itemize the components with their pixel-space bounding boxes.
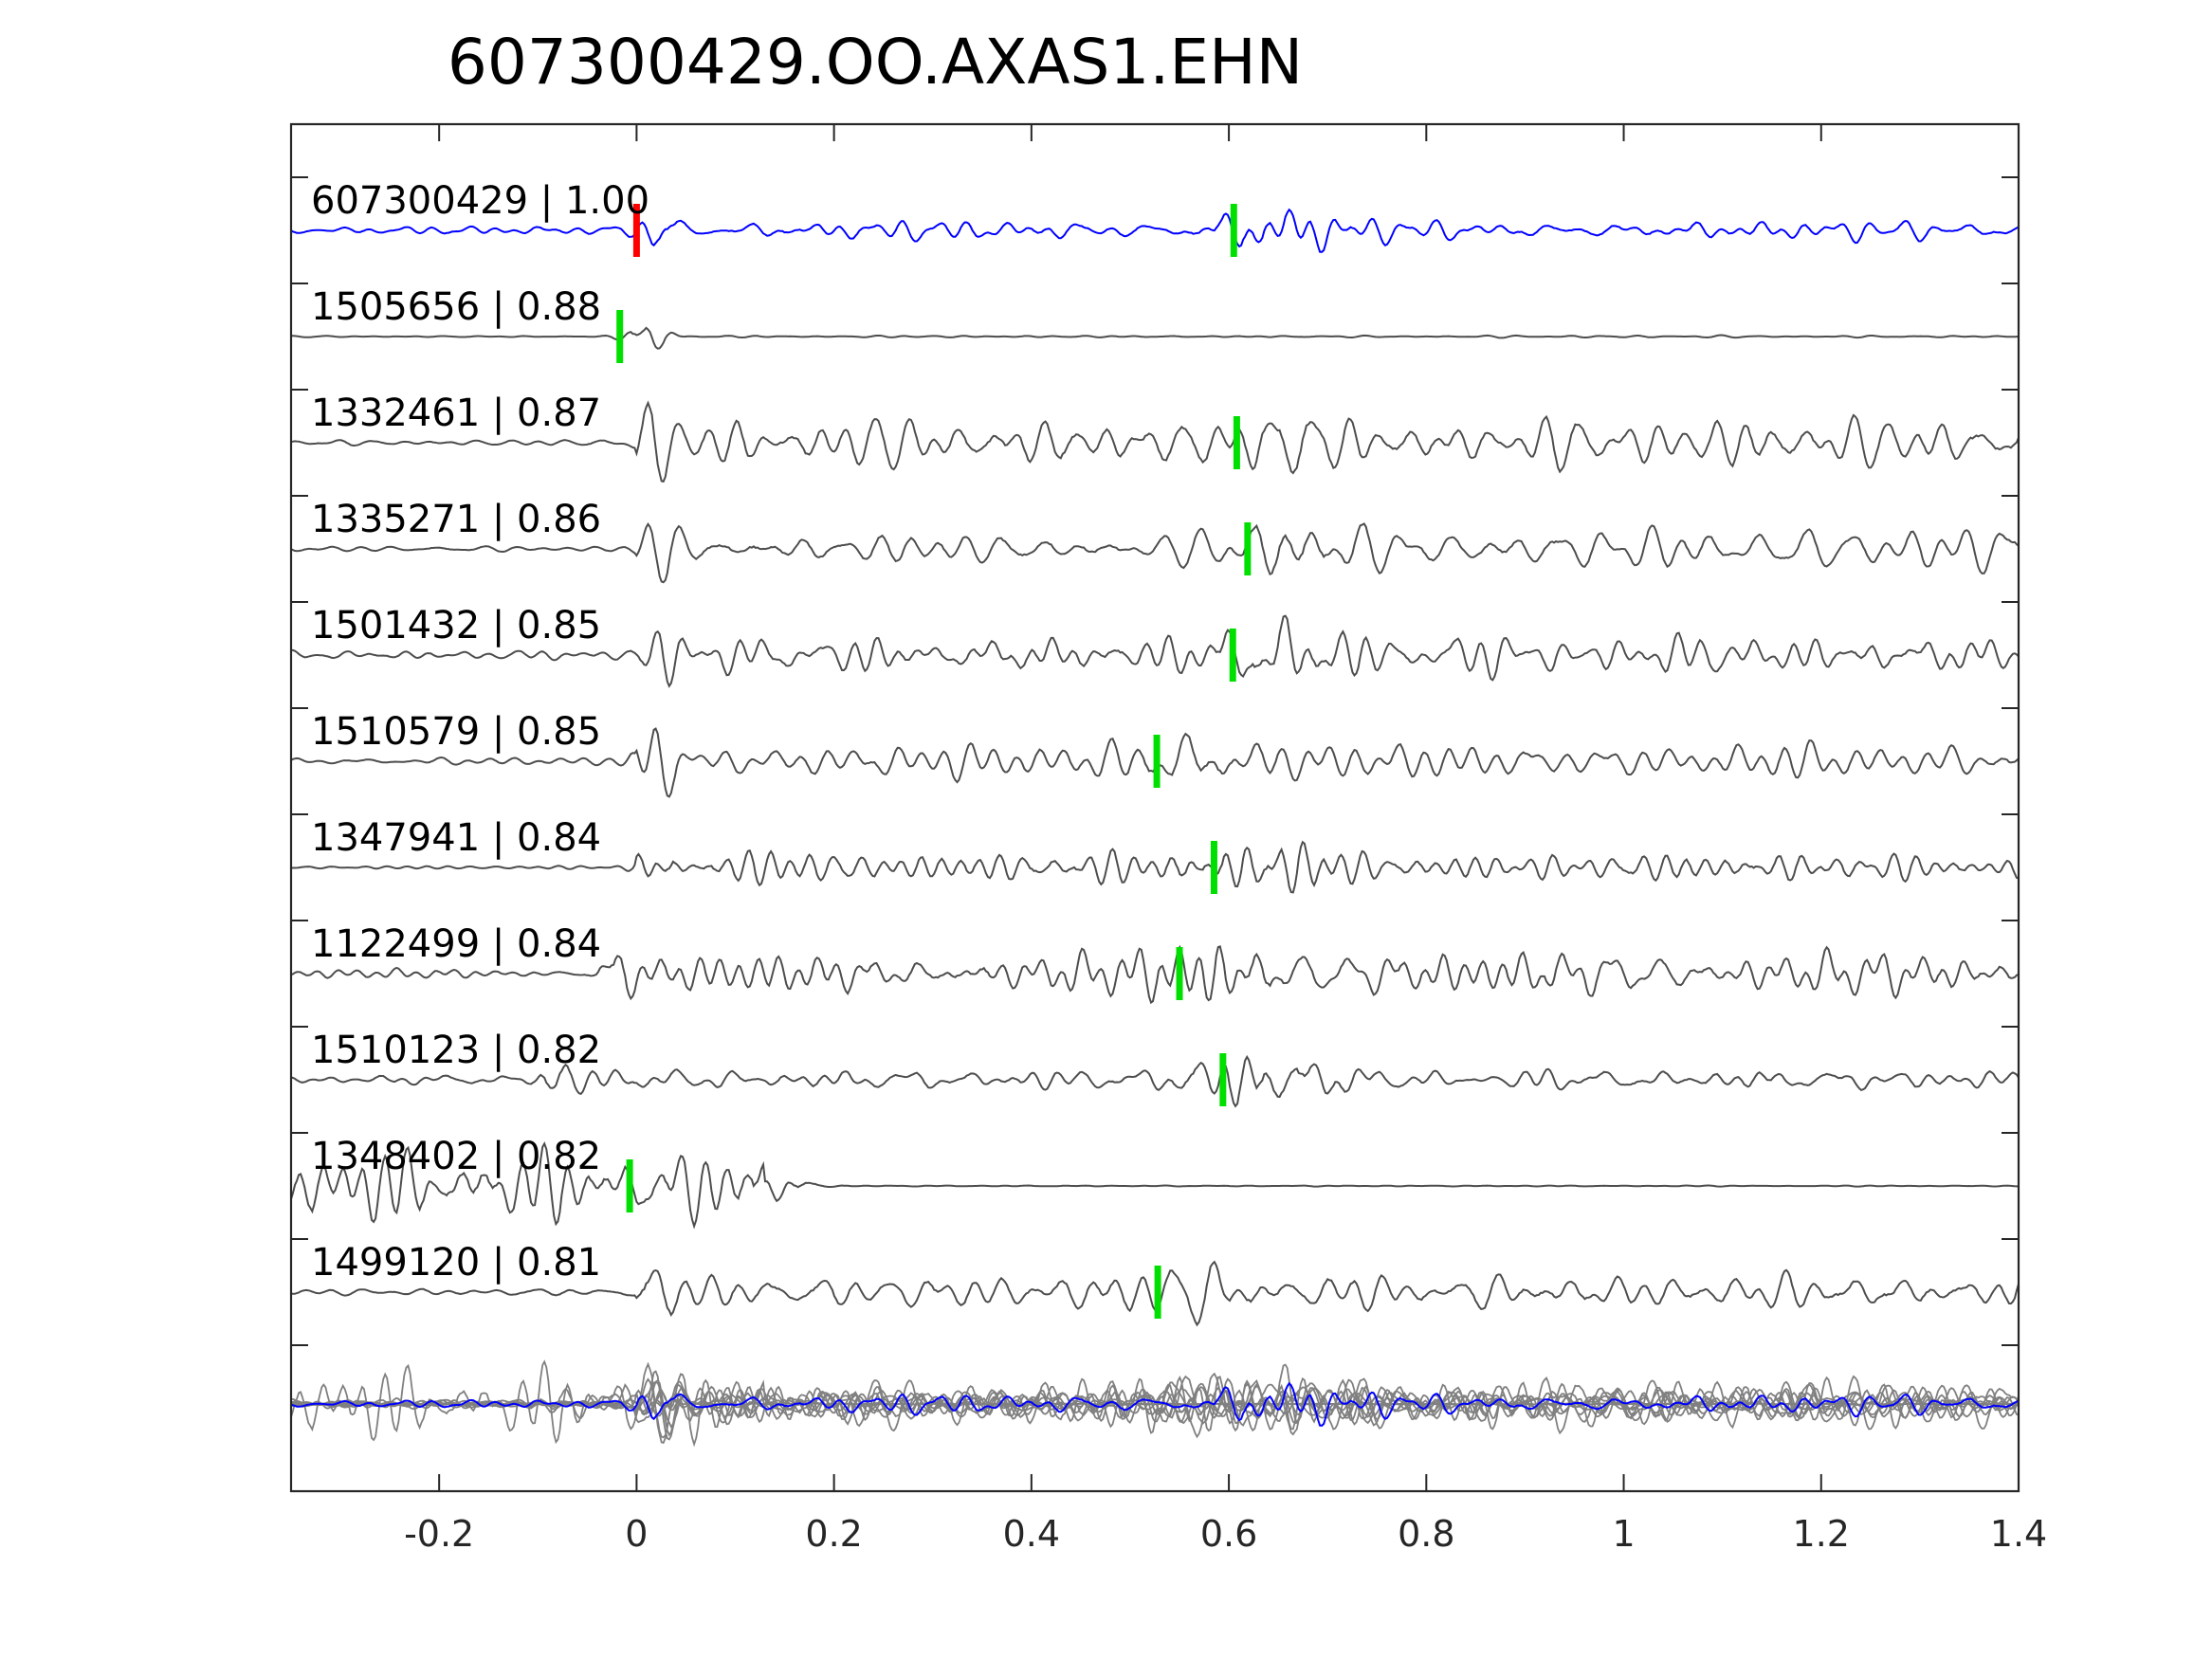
trace-label-1510123: 1510123 | 0.82: [311, 1029, 601, 1072]
stack-trace-master: [290, 1381, 2020, 1427]
trace-label-1505656: 1505656 | 0.88: [311, 285, 601, 329]
trace-label-1332461: 1332461 | 0.87: [311, 392, 601, 435]
x-tick-label: 1.2: [1793, 1513, 1850, 1555]
trace-label-607300429: 607300429 | 1.00: [311, 179, 649, 223]
trace-1510123: [290, 1054, 2020, 1108]
plot-area: [291, 124, 2019, 1491]
trace-label-1510579: 1510579 | 0.85: [311, 710, 601, 754]
x-tick-label: -0.2: [404, 1513, 474, 1555]
x-axis: -0.2 0 0.2 0.4 0.6 0.8 1 1.2 1.4: [291, 124, 2047, 1555]
stack-trace-1499120: [291, 1372, 2020, 1439]
picks-layer: [616, 204, 1252, 1319]
x-tick-label: 0.6: [1200, 1513, 1257, 1555]
trace-labels: 607300429 | 1.00 1505656 | 0.88 1332461 | …: [311, 179, 649, 1285]
trace-label-1122499: 1122499 | 0.84: [311, 922, 601, 966]
x-tick-label: 0.2: [805, 1513, 862, 1555]
x-tick-label: 1: [1612, 1513, 1635, 1555]
trace-label-1335271: 1335271 | 0.86: [311, 498, 601, 541]
trace-1505656: [291, 326, 2020, 350]
trace-1122499: [290, 944, 2020, 1005]
trace-label-1348402: 1348402 | 0.82: [311, 1135, 601, 1178]
x-tick-label: 0.4: [1003, 1513, 1060, 1555]
x-tick-label: 1.4: [1990, 1513, 2047, 1555]
trace-607300429: [290, 208, 2020, 253]
trace-1348402: [290, 1140, 2019, 1230]
chart-title: 607300429.OO.AXAS1.EHN: [448, 26, 1303, 99]
x-tick-label: 0.8: [1398, 1513, 1454, 1555]
trace-label-1347941: 1347941 | 0.84: [311, 816, 601, 860]
trace-1335271: [290, 522, 2020, 584]
trace-1332461: [290, 400, 2020, 483]
stack-trace-1348402: [290, 1359, 2019, 1448]
trace-label-1499120: 1499120 | 0.81: [311, 1241, 601, 1285]
trace-1501432: [291, 614, 2020, 688]
trace-label-1501432: 1501432 | 0.85: [311, 604, 601, 647]
x-tick-label: 0: [625, 1513, 648, 1555]
axes-box: [289, 122, 2020, 1493]
trace-1347941: [290, 840, 2020, 894]
